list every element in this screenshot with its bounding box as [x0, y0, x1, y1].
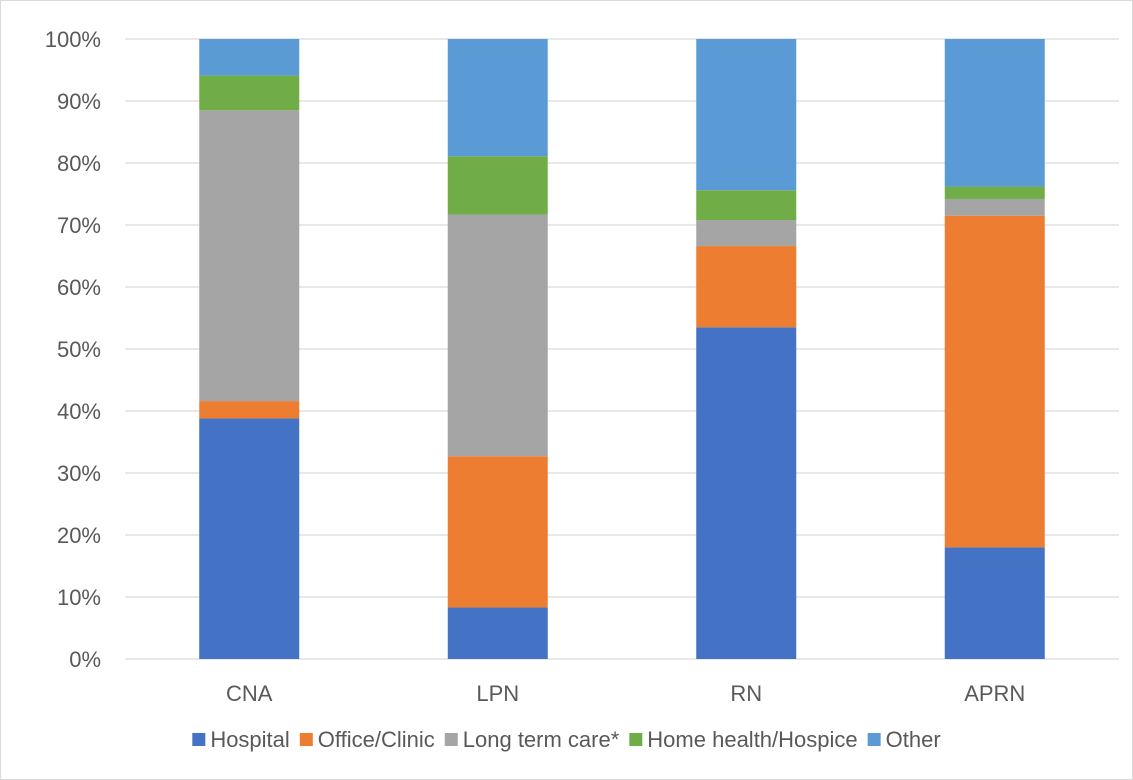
bar-segment-lpn-1: [447, 456, 548, 608]
y-tick-label: 10%: [57, 585, 101, 610]
y-tick-label: 40%: [57, 399, 101, 424]
bar-segment-rn-3: [696, 190, 797, 221]
bar-segment-lpn-3: [447, 156, 548, 215]
legend-swatch: [629, 733, 643, 746]
bar-segment-lpn-0: [447, 607, 548, 659]
bar-segment-cna-2: [199, 110, 300, 402]
bar-segment-aprn-2: [944, 198, 1045, 216]
y-tick-label: 100%: [45, 27, 101, 52]
y-tick-label: 90%: [57, 89, 101, 114]
y-tick-label: 50%: [57, 337, 101, 362]
legend-swatch: [299, 733, 313, 746]
bar-segment-rn-0: [696, 327, 797, 659]
y-tick-label: 30%: [57, 461, 101, 486]
legend-swatch: [444, 733, 458, 746]
x-category-label: LPN: [476, 681, 519, 706]
bar-segment-cna-3: [199, 75, 300, 111]
bar-segment-aprn-0: [944, 547, 1045, 659]
bar-segment-rn-4: [696, 39, 797, 191]
y-tick-label: 0%: [69, 647, 101, 672]
legend-label: Hospital: [210, 727, 289, 752]
bar-segment-cna-0: [199, 418, 300, 659]
x-category-label: RN: [730, 681, 762, 706]
legend-swatch: [192, 733, 206, 746]
bar-segment-lpn-2: [447, 214, 548, 457]
bar-segment-rn-1: [696, 246, 797, 328]
bar-segment-aprn-4: [944, 39, 1045, 187]
legend-swatch: [867, 733, 881, 746]
bar-segment-rn-2: [696, 220, 797, 247]
legend-label: Other: [886, 727, 941, 752]
x-category-label: CNA: [226, 681, 273, 706]
bar-segment-aprn-1: [944, 215, 1045, 548]
bar-segment-lpn-4: [447, 39, 548, 157]
y-tick-label: 80%: [57, 151, 101, 176]
legend: Hospital Office/Clinic Long term care* Home…: [192, 727, 941, 752]
y-tick-label: 20%: [57, 523, 101, 548]
bar-segment-aprn-3: [944, 186, 1045, 199]
y-tick-label: 70%: [57, 213, 101, 238]
x-category-label: APRN: [964, 681, 1025, 706]
legend-label: Long term care*: [463, 727, 620, 752]
y-axis-ticks: 0% 10% 20% 30% 40% 50% 60% 70% 80% 90% 100%: [45, 27, 101, 672]
bars: [199, 39, 1045, 659]
bar-segment-cna-4: [199, 39, 300, 76]
legend-label: Office/Clinic: [318, 727, 435, 752]
legend-label: Home health/Hospice: [647, 727, 857, 752]
y-tick-label: 60%: [57, 275, 101, 300]
x-axis-categories: CNA LPN RN APRN: [226, 681, 1025, 706]
bar-segment-cna-1: [199, 401, 300, 419]
